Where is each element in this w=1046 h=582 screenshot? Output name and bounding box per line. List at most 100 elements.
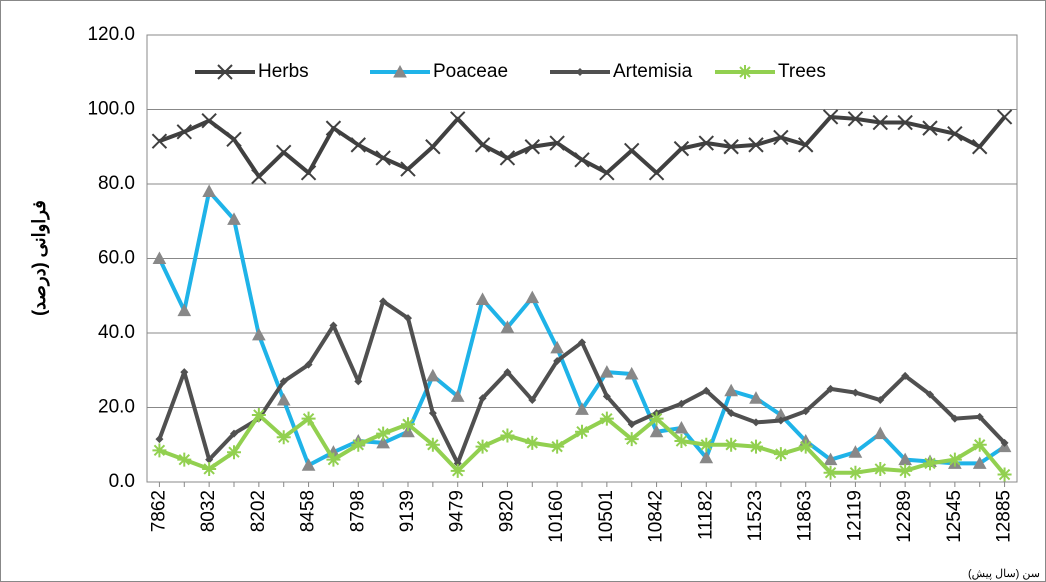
marker xyxy=(450,389,465,402)
marker xyxy=(947,452,962,467)
marker xyxy=(301,458,316,471)
x-tick-label: 9479 xyxy=(447,490,468,532)
marker xyxy=(276,144,292,161)
y-axis-label: فراوانی (درصد) xyxy=(29,200,50,316)
marker xyxy=(226,131,242,148)
marker xyxy=(205,455,214,464)
x-tick-label: 10160 xyxy=(546,490,567,543)
marker xyxy=(575,424,589,439)
marker xyxy=(674,434,689,449)
x-tick-label: 11523 xyxy=(745,490,766,541)
marker xyxy=(550,340,564,354)
marker xyxy=(525,290,540,304)
marker xyxy=(776,416,785,425)
x-tick-label: 9820 xyxy=(496,490,517,532)
marker xyxy=(599,411,614,426)
marker xyxy=(155,435,164,444)
x-tick-label: 12289 xyxy=(894,490,915,543)
marker xyxy=(553,356,562,365)
x-tick-label: 8458 xyxy=(298,490,319,532)
x-tick-label: 8798 xyxy=(347,490,368,532)
marker xyxy=(300,165,317,181)
marker xyxy=(674,420,689,434)
marker xyxy=(251,407,266,422)
marker xyxy=(950,414,959,423)
marker xyxy=(822,109,839,125)
marker xyxy=(474,137,491,153)
marker xyxy=(528,396,537,405)
marker xyxy=(972,139,988,155)
x-tick-label: 10842 xyxy=(646,490,667,543)
marker xyxy=(202,461,217,476)
x-tick-label: 9139 xyxy=(397,490,418,532)
x-tick-label: 8202 xyxy=(248,490,269,532)
marker xyxy=(575,402,589,415)
x-tick-label: 12885 xyxy=(994,490,1015,543)
marker xyxy=(677,399,686,408)
marker xyxy=(724,383,738,397)
marker xyxy=(475,292,490,305)
marker xyxy=(801,407,810,416)
marker xyxy=(727,409,736,418)
marker xyxy=(426,368,440,382)
marker xyxy=(975,412,984,421)
x-tick-label: 10501 xyxy=(596,490,617,543)
marker xyxy=(404,314,412,323)
legend-label: Trees xyxy=(778,61,826,82)
marker xyxy=(773,129,789,146)
marker xyxy=(773,447,788,462)
x-tick-label: 12119 xyxy=(844,490,865,541)
marker xyxy=(425,139,441,155)
marker xyxy=(698,135,714,151)
marker xyxy=(453,459,462,468)
legend-marker xyxy=(217,64,233,80)
marker xyxy=(230,429,238,438)
legend-marker xyxy=(738,65,752,79)
marker xyxy=(151,133,168,149)
marker xyxy=(602,392,611,401)
marker xyxy=(276,393,291,406)
marker xyxy=(926,390,934,399)
marker xyxy=(350,137,366,153)
marker xyxy=(873,461,888,476)
marker xyxy=(376,435,390,449)
y-tick-label: 60.0 xyxy=(98,248,135,269)
marker xyxy=(624,432,639,447)
marker xyxy=(152,443,167,458)
marker xyxy=(326,452,341,467)
marker xyxy=(329,321,338,330)
marker xyxy=(848,465,863,480)
marker xyxy=(549,135,565,151)
marker xyxy=(798,439,813,454)
marker xyxy=(152,251,167,264)
marker xyxy=(500,428,515,443)
marker xyxy=(177,452,192,467)
marker xyxy=(279,377,288,386)
legend-marker xyxy=(576,68,584,76)
marker xyxy=(227,445,241,460)
marker xyxy=(649,411,664,426)
marker xyxy=(578,338,586,347)
x-tick-label: 8032 xyxy=(198,490,219,532)
y-tick-label: 80.0 xyxy=(98,173,135,194)
marker xyxy=(997,467,1012,482)
x-tick-label: 7862 xyxy=(148,490,169,532)
marker xyxy=(304,360,313,369)
marker xyxy=(749,391,763,404)
marker xyxy=(624,366,639,380)
marker xyxy=(872,114,888,131)
marker xyxy=(276,430,291,445)
x-tick-label: 11182 xyxy=(695,490,716,540)
marker xyxy=(180,368,189,377)
marker xyxy=(428,409,437,418)
marker xyxy=(876,396,885,405)
legend-label: Artemisia xyxy=(613,61,693,82)
marker xyxy=(177,303,192,317)
marker xyxy=(897,114,913,131)
marker xyxy=(301,411,316,426)
x-tick-label: 12545 xyxy=(944,490,965,543)
marker xyxy=(351,437,366,452)
marker xyxy=(574,152,590,168)
marker xyxy=(972,456,987,469)
